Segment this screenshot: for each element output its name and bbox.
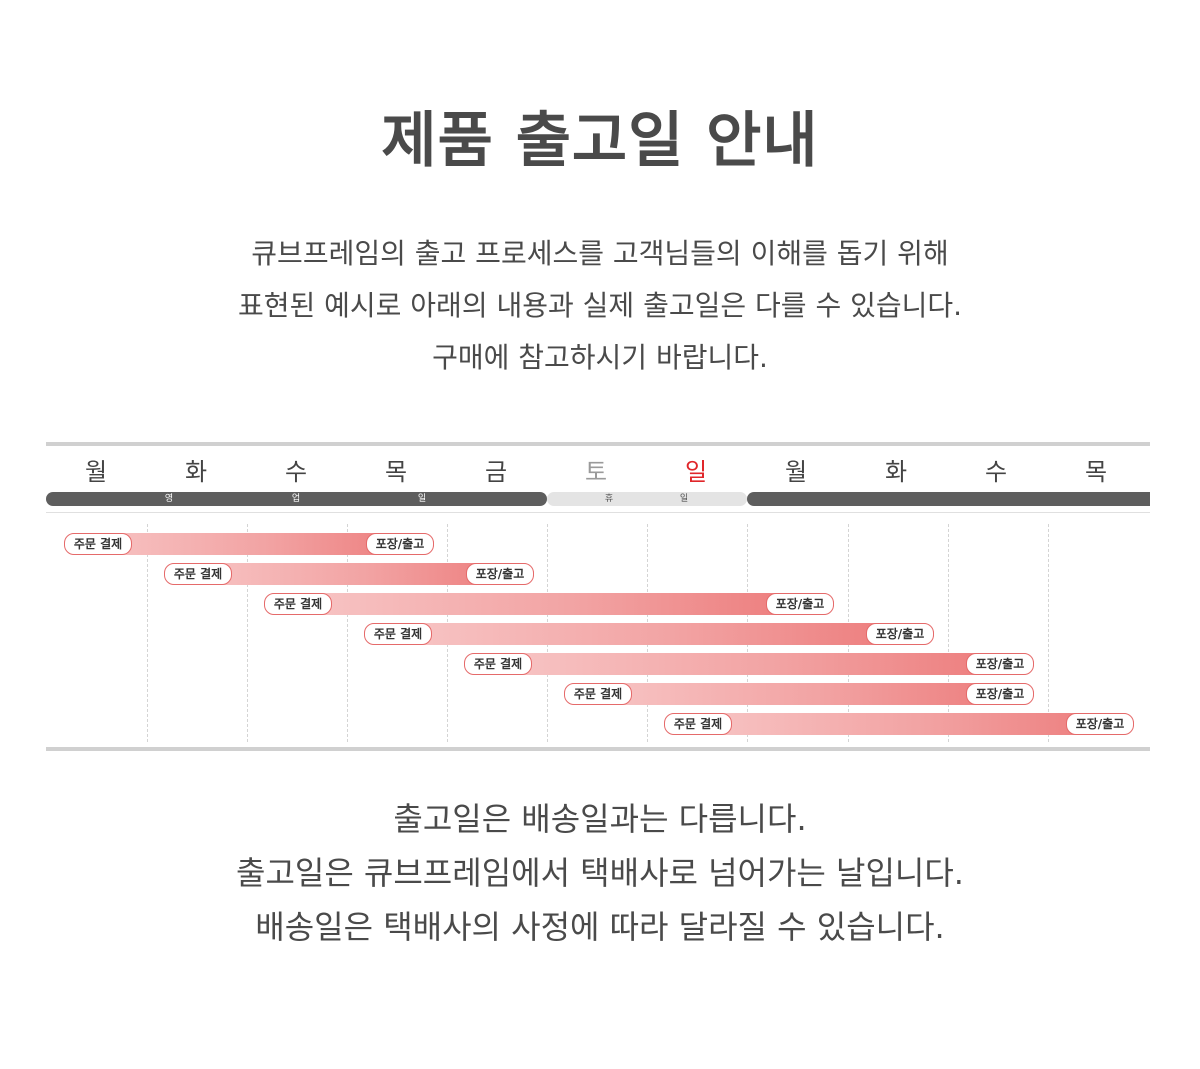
intro-line: 구매에 참고하시기 바랍니다. [432, 341, 768, 374]
ship-out-pill: 포장/출고 [466, 563, 534, 585]
intro-line: 큐브프레임의 출고 프로세스를 고객님들의 이해를 돕기 위해 [251, 237, 949, 270]
band-label: 업 [291, 494, 301, 504]
day-gridline [1048, 524, 1049, 742]
holiday-band [547, 492, 747, 506]
order-payment-pill: 주문 결제 [164, 563, 232, 585]
order-timeline-bar: 주문 결제 포장/출고 [664, 713, 1134, 735]
order-payment-pill: 주문 결제 [564, 683, 632, 705]
band-label: 일 [417, 494, 427, 504]
schedule-top-rule [46, 442, 1150, 446]
order-payment-pill: 주문 결제 [364, 623, 432, 645]
day-gridline [147, 524, 148, 742]
ship-out-pill: 포장/출고 [866, 623, 934, 645]
day-label: 화 [184, 458, 208, 486]
note-line: 출고일은 큐브프레임에서 택배사로 넘어가는 날입니다. [236, 854, 964, 892]
day-label: 월 [784, 458, 808, 486]
page-title: 제품 출고일 안내 [381, 106, 819, 176]
day-label: 일 [684, 458, 708, 486]
note-line: 배송일은 택배사의 사정에 따라 달라질 수 있습니다. [255, 908, 945, 946]
day-label: 수 [984, 458, 1008, 486]
order-payment-pill: 주문 결제 [664, 713, 732, 735]
ship-out-pill: 포장/출고 [1066, 713, 1134, 735]
order-timeline-bar: 주문 결제 포장/출고 [564, 683, 1034, 705]
ship-out-pill: 포장/출고 [766, 593, 834, 615]
business-days-band [46, 492, 547, 506]
order-timeline-bar: 주문 결제 포장/출고 [464, 653, 1034, 675]
day-gridline [247, 524, 248, 742]
day-gridline [948, 524, 949, 742]
order-payment-pill: 주문 결제 [64, 533, 132, 555]
day-gridline [347, 524, 348, 742]
band-label: 일 [679, 494, 689, 504]
order-timeline-bar: 주문 결제 포장/출고 [264, 593, 834, 615]
schedule-bottom-rule [46, 747, 1150, 751]
ship-out-pill: 포장/출고 [366, 533, 434, 555]
note-line: 출고일은 배송일과는 다릅니다. [393, 800, 807, 838]
intro-line: 표현된 예시로 아래의 내용과 실제 출고일은 다를 수 있습니다. [237, 289, 963, 322]
order-timeline-bar: 주문 결제 포장/출고 [164, 563, 534, 585]
day-label: 목 [1084, 458, 1108, 486]
shipping-notes: 출고일은 배송일과는 다릅니다. 출고일은 큐브프레임에서 택배사로 넘어가는 … [0, 792, 1200, 954]
header-divider [46, 512, 1150, 513]
day-label: 금 [484, 458, 508, 486]
ship-out-pill: 포장/출고 [966, 683, 1034, 705]
ship-out-pill: 포장/출고 [966, 653, 1034, 675]
order-timeline-bar: 주문 결제 포장/출고 [64, 533, 434, 555]
band-label: 영 [164, 494, 174, 504]
day-label: 목 [384, 458, 408, 486]
day-label: 토 [584, 458, 608, 486]
intro-text: 큐브프레임의 출고 프로세스를 고객님들의 이해를 돕기 위해 표현된 예시로 … [0, 228, 1200, 384]
order-timeline-bar: 주문 결제 포장/출고 [364, 623, 934, 645]
order-payment-pill: 주문 결제 [264, 593, 332, 615]
day-label: 화 [884, 458, 908, 486]
business-days-band [747, 492, 1150, 506]
order-payment-pill: 주문 결제 [464, 653, 532, 675]
day-label: 월 [84, 458, 108, 486]
day-label: 수 [284, 458, 308, 486]
band-label: 휴 [604, 494, 614, 504]
